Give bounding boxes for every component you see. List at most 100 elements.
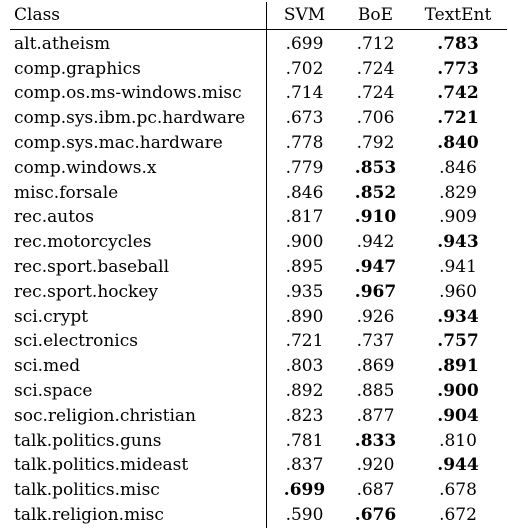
table-row: talk.politics.guns .781 .833 .810 xyxy=(10,428,507,454)
textent-cell: .943 xyxy=(437,232,479,253)
table-row: rec.autos .817 .910 .909 xyxy=(10,205,507,231)
table-row: talk.politics.misc .699 .687 .678 xyxy=(10,478,507,504)
boe-cell: .687 xyxy=(356,480,395,501)
textent-cell: .721 xyxy=(437,108,479,129)
svm-cell: .714 xyxy=(285,83,324,104)
textent-cell: .678 xyxy=(439,480,477,501)
boe-cell: .724 xyxy=(356,83,395,104)
class-cell: rec.motorcycles xyxy=(10,230,267,256)
table-row: sci.electronics .721 .737 .757 xyxy=(10,329,507,355)
textent-cell: .904 xyxy=(437,405,479,426)
boe-cell: .852 xyxy=(354,182,397,203)
class-cell: sci.med xyxy=(10,354,267,380)
textent-cell: .941 xyxy=(439,257,477,278)
header-textent: TextEnt xyxy=(424,5,492,25)
table-row: comp.sys.mac.hardware .778 .792 .840 xyxy=(10,131,507,156)
class-cell: talk.politics.guns xyxy=(10,428,267,454)
header-svm: SVM xyxy=(283,5,326,25)
class-cell: rec.sport.hockey xyxy=(10,279,267,305)
boe-cell: .947 xyxy=(354,257,397,278)
textent-cell: .773 xyxy=(437,58,479,79)
table-row: alt.atheism .699 .712 .783 xyxy=(10,29,507,57)
class-cell: sci.space xyxy=(10,379,267,404)
class-cell: rec.sport.baseball xyxy=(10,255,267,280)
textent-cell: .757 xyxy=(437,331,479,352)
svm-cell: .778 xyxy=(285,133,324,154)
textent-cell: .944 xyxy=(437,455,479,476)
boe-cell: .712 xyxy=(356,33,395,54)
textent-cell: .909 xyxy=(439,207,477,228)
table-row: comp.os.ms-windows.misc .714 .724 .742 xyxy=(10,81,507,107)
svm-cell: .892 xyxy=(285,381,324,402)
boe-cell: .676 xyxy=(354,505,397,526)
textent-cell: .829 xyxy=(439,182,477,203)
boe-cell: .910 xyxy=(354,207,397,228)
results-table: Class SVM BoE TextEnt alt.atheism .699 .… xyxy=(10,2,507,528)
boe-cell: .877 xyxy=(356,405,395,426)
svm-cell: .721 xyxy=(285,331,324,352)
class-cell: comp.graphics xyxy=(10,56,267,82)
textent-cell: .960 xyxy=(439,281,477,302)
table-row: comp.sys.ibm.pc.hardware .673 .706 .721 xyxy=(10,106,507,132)
boe-cell: .833 xyxy=(354,430,397,451)
boe-cell: .967 xyxy=(354,281,397,302)
svm-cell: .702 xyxy=(285,58,324,79)
class-cell: rec.autos xyxy=(10,205,267,231)
boe-cell: .737 xyxy=(356,331,395,352)
textent-cell: .846 xyxy=(439,157,477,178)
svm-cell: .900 xyxy=(285,232,324,253)
svm-cell: .895 xyxy=(285,257,324,278)
header-boe: BoE xyxy=(357,5,394,25)
header-class: Class xyxy=(10,2,267,30)
textent-cell: .783 xyxy=(437,33,479,54)
class-cell: talk.politics.mideast xyxy=(10,453,267,479)
svm-cell: .817 xyxy=(285,207,324,228)
textent-cell: .900 xyxy=(437,381,479,402)
svm-cell: .590 xyxy=(285,505,324,526)
class-cell: alt.atheism xyxy=(10,29,267,57)
table-row: rec.sport.baseball .895 .947 .941 xyxy=(10,255,507,280)
svm-cell: .890 xyxy=(285,306,324,327)
boe-cell: .869 xyxy=(356,356,395,377)
table-body: alt.atheism .699 .712 .783 comp.graphics… xyxy=(10,29,507,528)
boe-cell: .920 xyxy=(356,455,395,476)
class-cell: talk.religion.misc xyxy=(10,503,267,528)
class-cell: misc.forsale xyxy=(10,180,267,206)
boe-cell: .885 xyxy=(356,381,395,402)
boe-cell: .706 xyxy=(356,108,395,129)
svm-cell: .935 xyxy=(285,281,324,302)
table-row: misc.forsale .846 .852 .829 xyxy=(10,180,507,206)
textent-cell: .934 xyxy=(437,306,479,327)
svm-cell: .846 xyxy=(285,182,324,203)
boe-cell: .853 xyxy=(354,157,397,178)
table-row: rec.sport.hockey .935 .967 .960 xyxy=(10,279,507,305)
table-row: sci.med .803 .869 .891 xyxy=(10,354,507,380)
boe-cell: .792 xyxy=(356,133,395,154)
class-cell: comp.sys.mac.hardware xyxy=(10,131,267,156)
class-cell: sci.electronics xyxy=(10,329,267,355)
class-cell: soc.religion.christian xyxy=(10,403,267,429)
boe-cell: .942 xyxy=(356,232,395,253)
table-row: rec.motorcycles .900 .942 .943 xyxy=(10,230,507,256)
class-cell: sci.crypt xyxy=(10,304,267,330)
svm-cell: .779 xyxy=(285,157,324,178)
table-row: comp.windows.x .779 .853 .846 xyxy=(10,155,507,181)
table-row: soc.religion.christian .823 .877 .904 xyxy=(10,403,507,429)
svm-cell: .823 xyxy=(285,405,324,426)
textent-cell: .810 xyxy=(439,430,477,451)
svm-cell: .803 xyxy=(285,356,324,377)
class-cell: talk.politics.misc xyxy=(10,478,267,504)
svm-cell: .781 xyxy=(285,430,324,451)
boe-cell: .724 xyxy=(356,58,395,79)
table-header-row: Class SVM BoE TextEnt xyxy=(10,2,507,30)
textent-cell: .672 xyxy=(439,505,477,526)
svm-cell: .673 xyxy=(285,108,324,129)
boe-cell: .926 xyxy=(356,306,395,327)
table-row: comp.graphics .702 .724 .773 xyxy=(10,56,507,82)
table-row: sci.space .892 .885 .900 xyxy=(10,379,507,404)
svm-cell: .699 xyxy=(283,480,326,501)
class-cell: comp.windows.x xyxy=(10,155,267,181)
table-row: talk.religion.misc .590 .676 .672 xyxy=(10,503,507,528)
svm-cell: .837 xyxy=(285,455,324,476)
